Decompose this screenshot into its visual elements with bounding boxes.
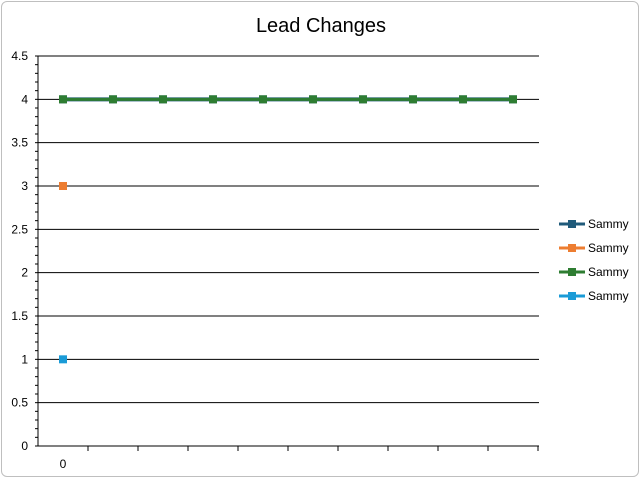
legend-entry-label: Sammy xyxy=(588,265,629,279)
legend-entry-label: Sammy xyxy=(588,241,629,255)
legend-swatch-marker xyxy=(568,244,576,252)
series-point xyxy=(109,95,117,104)
legend-entry-label: Sammy xyxy=(588,217,629,231)
y-tick-label: 1 xyxy=(21,352,28,366)
series-point xyxy=(259,95,267,104)
series-point xyxy=(409,95,417,104)
legend-entry-label: Sammy xyxy=(588,289,629,303)
x-tick-label: 0 xyxy=(60,457,67,471)
legend-swatch-marker xyxy=(568,220,576,228)
series-point xyxy=(359,95,367,104)
x-axis: 0 xyxy=(60,446,539,471)
y-tick-label: 4.5 xyxy=(11,49,28,63)
y-tick-label: 0.5 xyxy=(11,396,28,410)
gridlines xyxy=(38,55,539,447)
legend-swatch-marker xyxy=(568,268,576,276)
y-tick-label: 4 xyxy=(21,92,28,106)
y-axis: 0 0.5 1 1.5 2 2.5 3 3.5 4 4.5 xyxy=(11,49,39,453)
series-point xyxy=(59,182,67,190)
legend-swatch-marker xyxy=(568,292,576,300)
series-point xyxy=(159,95,167,104)
series-point xyxy=(509,95,517,104)
series-point xyxy=(209,95,217,104)
y-tick-label: 1.5 xyxy=(11,309,28,323)
y-tick-label: 3.5 xyxy=(11,136,28,150)
series-point xyxy=(59,95,67,104)
y-tick-label: 2 xyxy=(21,266,28,280)
y-tick-label: 2.5 xyxy=(11,222,28,236)
y-tick-label: 0 xyxy=(21,439,28,453)
chart-title: Lead Changes xyxy=(256,15,386,37)
y-tick-label: 3 xyxy=(21,179,28,193)
legend: Sammy Sammy Sammy Sammy xyxy=(559,217,629,303)
series-group xyxy=(59,95,517,364)
series-point xyxy=(59,355,67,364)
series-point xyxy=(309,95,317,104)
series-point xyxy=(459,95,467,104)
